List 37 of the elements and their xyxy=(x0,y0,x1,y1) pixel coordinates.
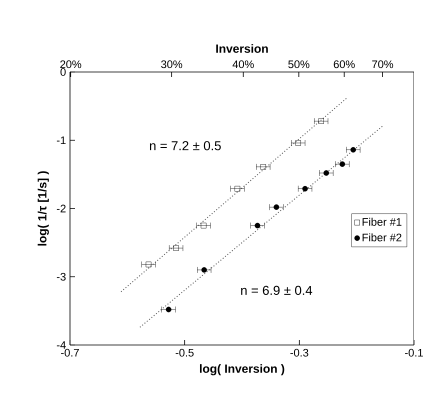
legend-label: Fiber #1 xyxy=(362,218,402,226)
point xyxy=(173,245,179,251)
point xyxy=(200,222,206,228)
x2-tick-label: 60% xyxy=(334,60,355,68)
y-tick-label: -3 xyxy=(56,272,66,281)
legend-label: Fiber #2 xyxy=(362,233,402,242)
point xyxy=(274,204,280,210)
y-tick-label: -4 xyxy=(56,341,66,349)
point xyxy=(201,267,207,273)
point xyxy=(323,170,330,176)
y-tick-label: -2 xyxy=(56,204,66,212)
x-axis-title: log( Inversion ) xyxy=(200,364,284,376)
point xyxy=(318,118,324,124)
x-tick-label: -0.7 xyxy=(61,348,79,357)
x2-axis-title: Inversion xyxy=(216,44,268,53)
point xyxy=(350,147,356,153)
point xyxy=(254,222,260,228)
y-axis-title: log( 1/τ [1/s] ) xyxy=(38,171,49,246)
annotation: n = 7.2 ± 0.5 xyxy=(150,141,221,150)
x2-tick-label: 20% xyxy=(60,60,82,68)
x-tick-label: -0.5 xyxy=(176,348,194,357)
y-tick-label: 0 xyxy=(60,68,66,76)
x-tick-label: -0.3 xyxy=(290,348,308,357)
x2-tick-label: 50% xyxy=(288,60,310,68)
x-tick-label: -0.1 xyxy=(405,348,423,357)
x2-tick-label: 30% xyxy=(161,60,182,68)
point xyxy=(340,161,346,167)
y-tick-label: -1 xyxy=(56,136,66,144)
point xyxy=(295,140,301,146)
point xyxy=(234,186,240,192)
point xyxy=(260,164,266,170)
x2-tick-label: 40% xyxy=(232,60,254,68)
point xyxy=(146,262,152,268)
point xyxy=(166,306,172,312)
point xyxy=(302,186,308,192)
x2-tick-label: 70% xyxy=(372,60,394,68)
annotation: n = 6.9 ± 0.4 xyxy=(241,286,312,295)
